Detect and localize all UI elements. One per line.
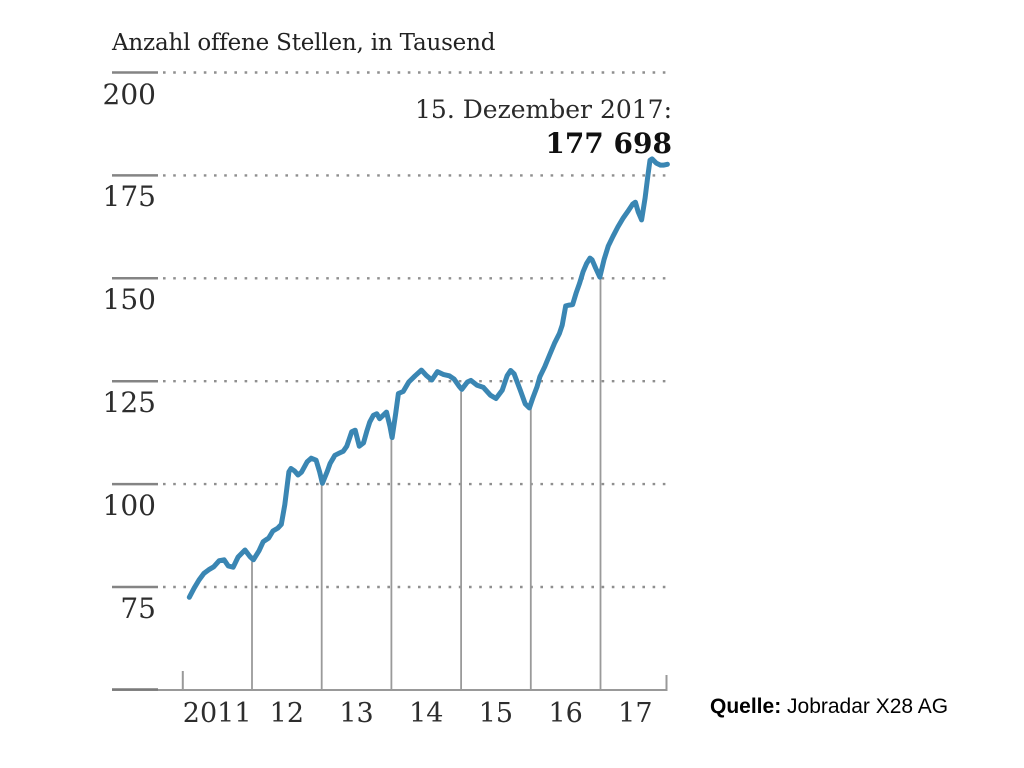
y-axis-label: 200 <box>102 77 156 111</box>
open-positions-line <box>186 156 670 600</box>
chart-title: Anzahl offene Stellen, in Tausend <box>112 30 496 56</box>
last-value-annotation: 15. Dezember 2017: 177 698 <box>415 95 672 160</box>
x-axis-label: 15 <box>478 698 514 729</box>
annotation-date-label: 15. Dezember 2017: <box>415 95 672 124</box>
source-credit: Quelle: Jobradar X28 AG <box>710 695 948 719</box>
x-axis-label: 12 <box>269 698 305 729</box>
y-axis-label: 100 <box>102 489 156 523</box>
x-axis-label: 14 <box>409 698 444 729</box>
x-axis-label: 2011 <box>182 698 252 729</box>
y-axis-label: 175 <box>102 180 156 214</box>
x-axis-label: 16 <box>548 698 583 729</box>
y-axis-label: 150 <box>102 283 156 317</box>
annotation-value-label: 177 698 <box>545 127 672 160</box>
source-prefix-label: Quelle: <box>710 695 782 718</box>
source-name-label: Jobradar X28 AG <box>781 695 949 718</box>
y-axis-label: 75 <box>120 592 156 625</box>
y-axis-label: 125 <box>102 386 156 420</box>
x-axis-label: 13 <box>339 698 374 729</box>
x-axis-label: 17 <box>618 698 653 729</box>
